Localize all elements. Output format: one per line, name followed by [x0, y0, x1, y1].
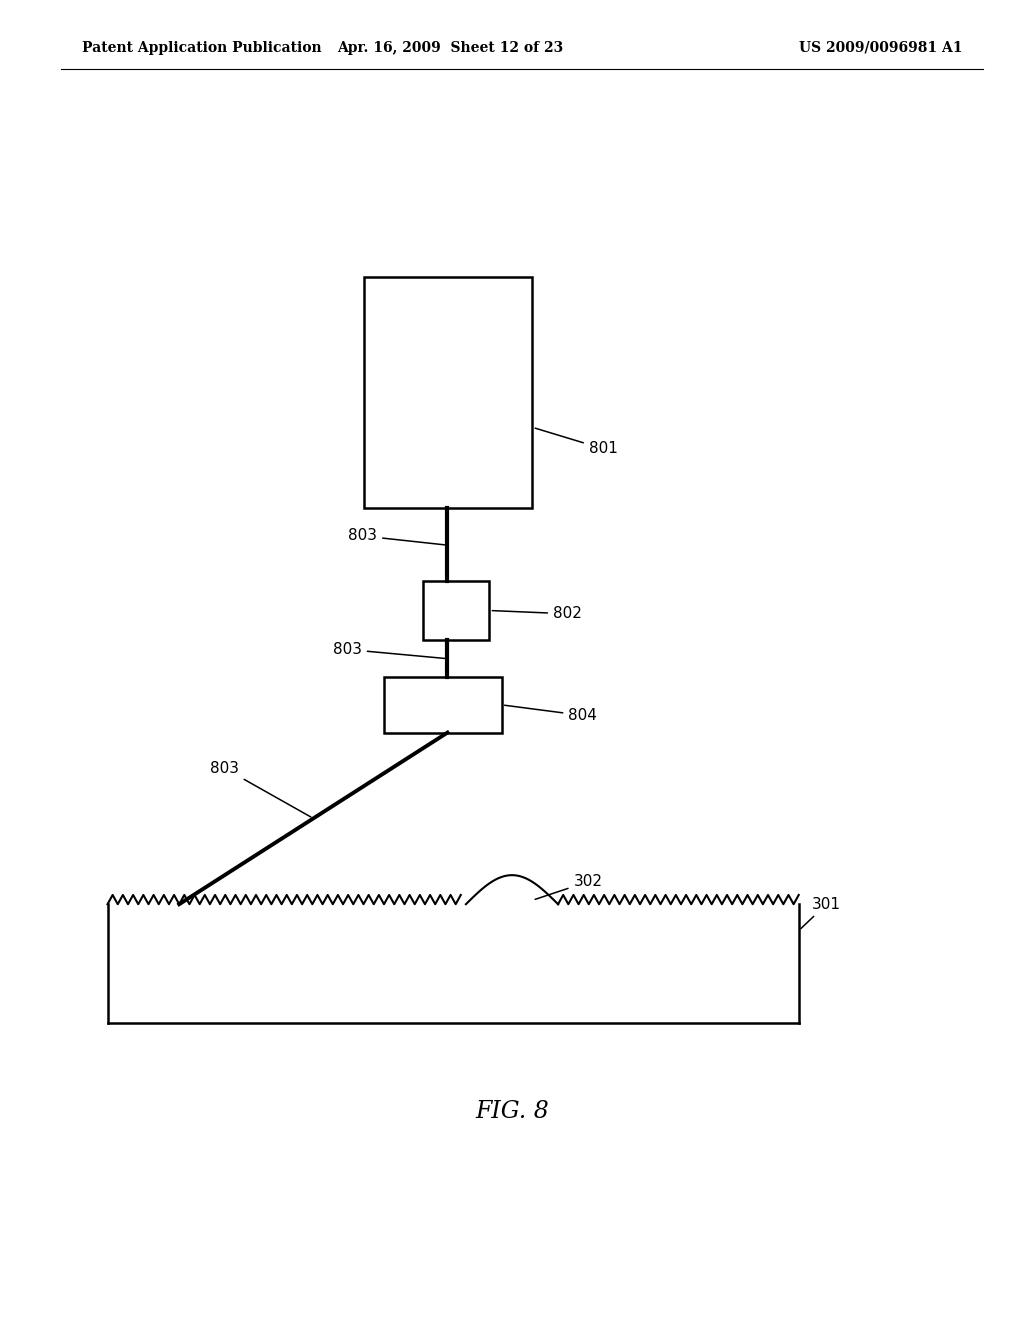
- Text: 301: 301: [801, 896, 841, 929]
- Text: Patent Application Publication: Patent Application Publication: [82, 41, 322, 54]
- Text: FIG. 8: FIG. 8: [475, 1100, 549, 1123]
- Text: US 2009/0096981 A1: US 2009/0096981 A1: [799, 41, 963, 54]
- Bar: [384, 677, 502, 733]
- Text: 804: 804: [505, 705, 597, 723]
- Text: 801: 801: [536, 428, 617, 457]
- Text: Apr. 16, 2009  Sheet 12 of 23: Apr. 16, 2009 Sheet 12 of 23: [338, 41, 563, 54]
- Bar: [423, 581, 489, 640]
- Text: 802: 802: [493, 606, 582, 622]
- Bar: [364, 277, 532, 508]
- Text: 803: 803: [333, 642, 444, 659]
- Text: 302: 302: [536, 874, 602, 899]
- Text: 803: 803: [210, 760, 311, 817]
- Text: 803: 803: [348, 528, 444, 545]
